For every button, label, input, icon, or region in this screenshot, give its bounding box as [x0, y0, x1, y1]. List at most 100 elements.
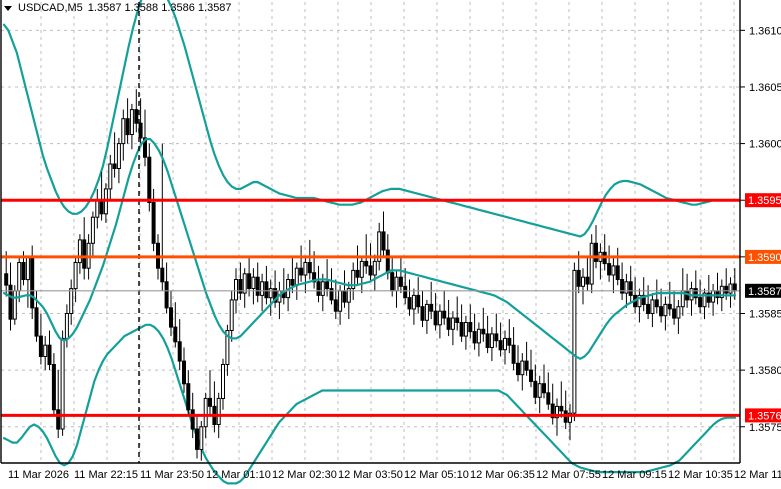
candle-body: [199, 426, 204, 450]
candle-body: [346, 288, 351, 303]
candle-body: [437, 310, 442, 326]
candle-body: [511, 344, 516, 364]
candle-body: [455, 317, 460, 323]
candle-body: [676, 306, 681, 319]
candle-body: [255, 276, 260, 296]
candle-body: [368, 265, 373, 276]
candle-body: [8, 284, 13, 320]
candle-body: [164, 281, 169, 309]
candle-body: [238, 279, 243, 294]
candle-body: [672, 308, 677, 319]
candle-body: [715, 290, 720, 299]
candle-body: [615, 265, 620, 280]
candle-body: [60, 337, 65, 430]
candle-body: [416, 294, 421, 308]
candle-body: [529, 369, 533, 382]
bollinger-upper-band: [2, 0, 737, 238]
candle-body: [372, 260, 377, 276]
candle-body: [381, 231, 386, 251]
candle-body: [581, 276, 585, 287]
candle-body: [533, 380, 538, 398]
ohlc-values: 1.3587 1.3588 1.3586 1.3587: [87, 2, 232, 14]
candle-body: [51, 364, 56, 411]
candle-body: [724, 285, 729, 294]
candle-body: [125, 118, 130, 136]
candle-body: [195, 428, 199, 450]
candle-body: [12, 290, 17, 320]
candle-body: [30, 256, 35, 309]
candle-body: [459, 322, 464, 337]
candle-body: [4, 273, 9, 286]
candle-body: [516, 362, 520, 376]
x-axis-tick-label: 11 Mar 2026: [8, 469, 69, 481]
candle-body: [394, 276, 399, 292]
candle-body: [351, 269, 356, 289]
candle-body: [143, 137, 147, 158]
candle-body: [247, 273, 252, 289]
candle-body: [420, 306, 425, 321]
candle-body: [299, 267, 304, 276]
candle-body: [38, 335, 43, 358]
candle-body: [190, 409, 195, 430]
candle-body: [264, 281, 269, 299]
candle-body: [654, 299, 659, 308]
candle-body: [650, 299, 655, 314]
candle-body: [160, 267, 165, 283]
price-tag-label-support-lower: 1.3576: [748, 410, 781, 422]
candle-body: [390, 272, 395, 292]
x-axis-tick-label: 12 Mar 06:35: [470, 469, 535, 481]
x-axis-tick-label: 11 Mar 22:15: [74, 469, 138, 481]
candle-body: [607, 263, 612, 276]
candle-body: [476, 328, 481, 344]
candle-body: [216, 397, 221, 425]
price-tag-bg-current-price: [745, 283, 781, 298]
candle-body: [208, 397, 212, 407]
y-axis-tick-label: 1.3600: [749, 139, 781, 151]
candle-body: [719, 285, 724, 299]
candle-body: [73, 262, 78, 290]
candle-body: [116, 143, 121, 170]
candle-body: [637, 294, 642, 308]
candle-body: [129, 109, 134, 135]
candle-body: [524, 360, 529, 371]
candle-body: [442, 310, 447, 319]
candle-body: [732, 283, 737, 292]
x-axis-tick-label: 12 Mar 03:50: [338, 469, 403, 481]
candle-body: [333, 299, 338, 312]
candle-body: [468, 322, 473, 333]
candle-body: [485, 333, 490, 348]
candle-body: [312, 272, 317, 283]
candle-body: [325, 281, 330, 290]
candle-body: [17, 262, 22, 292]
candle-body: [463, 322, 468, 337]
candle-body: [151, 202, 156, 244]
candle-body: [177, 341, 182, 362]
candle-body: [377, 231, 382, 262]
price-tag-label-resistance-upper: 1.3595: [748, 195, 781, 207]
candle-body: [624, 281, 629, 294]
x-axis-tick-label: 12 Mar 11:55: [734, 469, 781, 481]
candle-body: [433, 310, 438, 326]
candle-body: [90, 216, 95, 244]
candle-body: [728, 283, 733, 294]
chevron-down-icon[interactable]: [4, 5, 12, 11]
candle-body: [229, 299, 234, 331]
candle-body: [446, 317, 451, 330]
candle-body: [203, 397, 208, 428]
candle-body: [546, 392, 551, 405]
candle-body: [503, 337, 507, 351]
candle-body: [290, 279, 295, 286]
candle-body: [403, 285, 408, 299]
candle-body: [169, 307, 173, 328]
candle-body: [450, 317, 455, 330]
candle-body: [338, 290, 343, 312]
candle-body: [398, 276, 403, 287]
candle-body: [364, 260, 369, 267]
x-axis-tick-label: 12 Mar 10:35: [668, 469, 733, 481]
candle-body: [537, 383, 542, 398]
candle-body: [572, 269, 577, 414]
candlestick-series: [4, 89, 737, 461]
candle-body: [693, 288, 698, 299]
